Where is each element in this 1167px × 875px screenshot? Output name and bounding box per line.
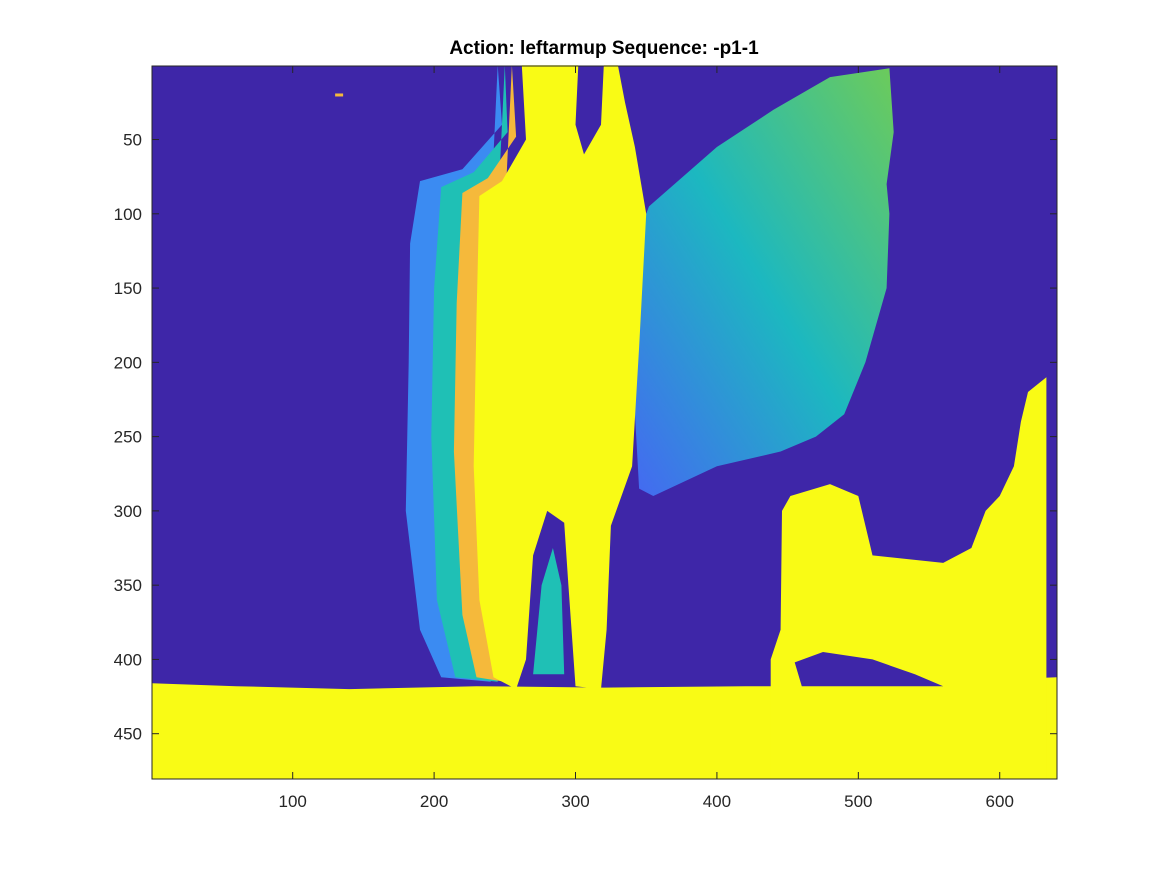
- depth-image: [152, 65, 1057, 779]
- person-body: [473, 65, 647, 690]
- axis-ticks: 100 200 300 400 500 600 50 100 150 200 250 300 350 40…: [114, 66, 1057, 811]
- y-tick-label: 400: [114, 650, 142, 669]
- table-shadow: [794, 652, 944, 687]
- y-tick-label: 250: [114, 428, 142, 447]
- y-tick-label: 100: [114, 205, 142, 224]
- axes-box: [151, 65, 1058, 780]
- x-tick-label: 100: [279, 792, 307, 811]
- x-tick-label: 600: [986, 792, 1014, 811]
- y-tick-label: 300: [114, 502, 142, 521]
- y-tick-label: 350: [114, 576, 142, 595]
- y-tick-label: 200: [114, 353, 142, 372]
- x-tick-label: 400: [703, 792, 731, 811]
- y-tick-label: 50: [123, 131, 142, 150]
- x-tick-label: 200: [420, 792, 448, 811]
- x-tick-label: 300: [561, 792, 589, 811]
- leg-gap-edge: [533, 548, 565, 675]
- y-tick-label: 450: [114, 725, 142, 744]
- wall-gradient-region: [632, 68, 894, 496]
- speck: [335, 93, 344, 97]
- y-tick-label: 150: [114, 279, 142, 298]
- x-tick-label: 500: [844, 792, 872, 811]
- chart-title: Action: leftarmup Sequence: -p1-1: [449, 38, 759, 59]
